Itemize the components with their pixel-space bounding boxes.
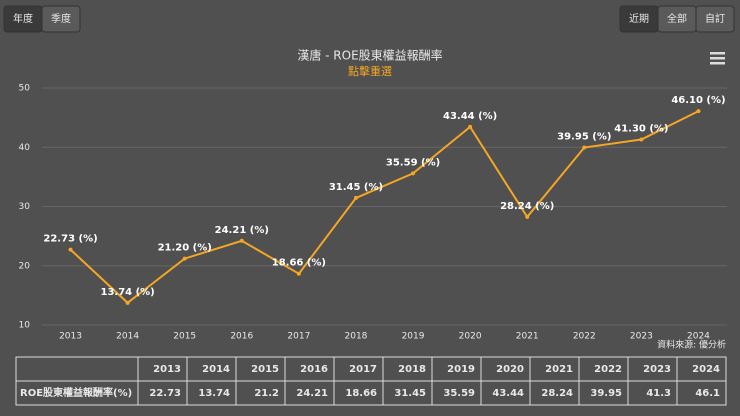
- data-point: [696, 109, 701, 114]
- data-point: [411, 171, 416, 176]
- column-header: 2024: [692, 364, 720, 375]
- data-line: [69, 110, 699, 305]
- data-label: 39.95 (%): [557, 132, 611, 143]
- column-header: 2015: [251, 364, 279, 375]
- data-point: [296, 271, 301, 276]
- data-point: [68, 247, 73, 252]
- column-header: 2019: [447, 364, 475, 375]
- x-tick-label: 2014: [116, 332, 139, 342]
- y-tick-label: 50: [19, 84, 31, 94]
- y-tick-label: 10: [19, 321, 31, 331]
- tab-label[interactable]: 年度: [13, 12, 33, 25]
- table-value: 43.44: [492, 388, 524, 399]
- tab-label[interactable]: 全部: [667, 12, 687, 25]
- column-header: 2021: [545, 364, 573, 375]
- data-point: [582, 145, 587, 150]
- table-value: 28.24: [541, 388, 573, 399]
- data-label: 41.30 (%): [614, 124, 668, 135]
- menu-icon[interactable]: [707, 49, 728, 67]
- tab-label[interactable]: 自訂: [705, 12, 725, 25]
- column-header: 2018: [398, 364, 426, 375]
- table-value: 24.21: [296, 388, 328, 399]
- data-point: [525, 214, 530, 219]
- data-label: 46.10 (%): [671, 95, 725, 106]
- x-tick-label: 2017: [287, 332, 310, 342]
- data-point: [639, 137, 644, 142]
- table-value: 31.45: [394, 388, 426, 399]
- x-tick-label: 2021: [516, 332, 539, 342]
- data-point: [468, 124, 473, 129]
- data-point: [353, 195, 358, 200]
- x-tick-label: 2024: [687, 332, 710, 342]
- table-value: 35.59: [443, 388, 475, 399]
- data-label: 22.73 (%): [43, 234, 97, 245]
- x-tick-label: 2020: [459, 332, 482, 342]
- x-tick-label: 2015: [173, 332, 196, 342]
- tab-button[interactable]: [695, 5, 735, 33]
- column-header: 2017: [349, 364, 377, 375]
- chart-subtitle[interactable]: 點擊重選: [348, 64, 392, 78]
- column-header: 2014: [202, 364, 230, 375]
- table-value: 22.73: [149, 388, 181, 399]
- table-value: 39.95: [590, 388, 622, 399]
- data-label: 13.74 (%): [100, 287, 154, 298]
- column-header: 2013: [153, 364, 181, 375]
- y-tick-label: 30: [19, 202, 31, 212]
- column-header: 2023: [643, 364, 671, 375]
- x-tick-label: 2023: [630, 332, 653, 342]
- data-label: 43.44 (%): [443, 111, 497, 122]
- data-label: 28.24 (%): [500, 201, 554, 212]
- column-header: 2016: [300, 364, 328, 375]
- source-note: 資料來源: 優分析: [657, 339, 726, 351]
- data-label: 31.45 (%): [329, 182, 383, 193]
- table-cell: [676, 380, 727, 406]
- tab-button[interactable]: [41, 5, 81, 33]
- data-point: [125, 300, 130, 305]
- y-tick-label: 20: [19, 261, 31, 271]
- tab-label[interactable]: 近期: [629, 12, 649, 25]
- data-label: 24.21 (%): [215, 225, 269, 236]
- table-value: 46.1: [695, 388, 720, 399]
- chart-title: 漢唐 - ROE股東權益報酬率: [297, 48, 442, 63]
- data-point: [182, 256, 187, 261]
- table-value: 21.2: [254, 388, 279, 399]
- data-label: 35.59 (%): [386, 157, 440, 168]
- data-label: 18.66 (%): [272, 258, 326, 269]
- column-header: 2022: [594, 364, 622, 375]
- x-tick-label: 2022: [573, 332, 596, 342]
- column-header: 2020: [496, 364, 524, 375]
- x-tick-label: 2019: [402, 332, 425, 342]
- data-point: [239, 238, 244, 243]
- table-value: 13.74: [198, 388, 230, 399]
- table-value: 41.3: [646, 388, 671, 399]
- data-label: 21.20 (%): [158, 243, 212, 254]
- x-tick-label: 2013: [59, 332, 82, 342]
- tab-label[interactable]: 季度: [51, 12, 71, 25]
- row-label: ROE股東權益報酬率(%): [20, 386, 132, 399]
- y-tick-label: 40: [19, 143, 31, 153]
- x-tick-label: 2016: [230, 332, 253, 342]
- table-value: 18.66: [345, 388, 377, 399]
- x-tick-label: 2018: [345, 332, 368, 342]
